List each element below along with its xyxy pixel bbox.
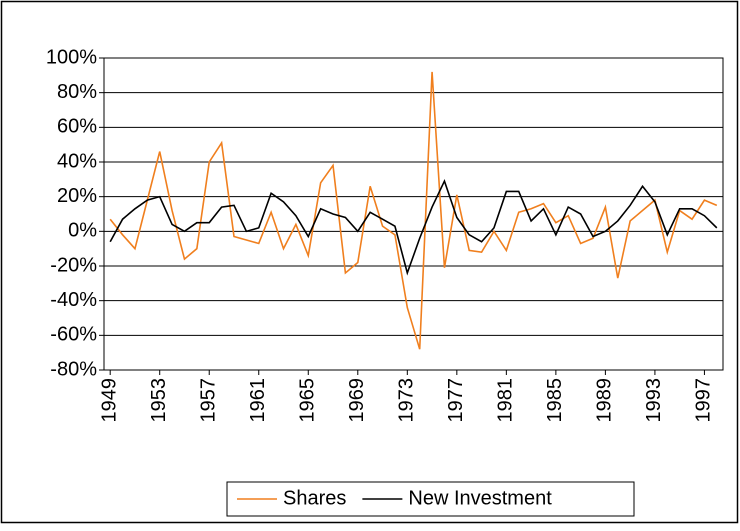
x-tick-label: 1949 <box>98 378 120 423</box>
y-tick-label: -60% <box>50 324 97 346</box>
x-tick-label: 1977 <box>445 378 467 423</box>
x-tick-label: 1997 <box>693 378 715 423</box>
x-tick-label: 1981 <box>495 378 517 423</box>
y-tick-label: 40% <box>57 150 97 172</box>
y-tick-label: -40% <box>50 289 97 311</box>
y-tick-label: 0% <box>68 220 97 242</box>
y-tick-label: -80% <box>50 358 97 380</box>
legend-box <box>226 481 635 517</box>
x-tick-label: 1973 <box>396 378 418 423</box>
line-series <box>109 71 718 350</box>
x-tick-label: 1961 <box>247 378 269 423</box>
x-tick-label: 1985 <box>544 378 566 423</box>
x-tick-label: 1969 <box>346 378 368 423</box>
x-tick-label: 1953 <box>148 378 170 423</box>
line-series <box>109 178 718 276</box>
x-tick-label: 1965 <box>297 378 319 423</box>
y-tick-label: 20% <box>57 185 97 207</box>
x-tick-label: 1989 <box>594 378 616 423</box>
x-tick-label: 1957 <box>198 378 220 423</box>
legend-label: Shares <box>283 487 346 509</box>
y-tick-label: -20% <box>50 254 97 276</box>
y-tick-label: 100% <box>46 46 97 68</box>
legend-label: New Investment <box>408 487 552 509</box>
y-tick-label: 80% <box>57 81 97 103</box>
x-tick-label: 1993 <box>643 378 665 423</box>
plot-area <box>103 57 724 371</box>
y-tick-label: 60% <box>57 116 97 138</box>
